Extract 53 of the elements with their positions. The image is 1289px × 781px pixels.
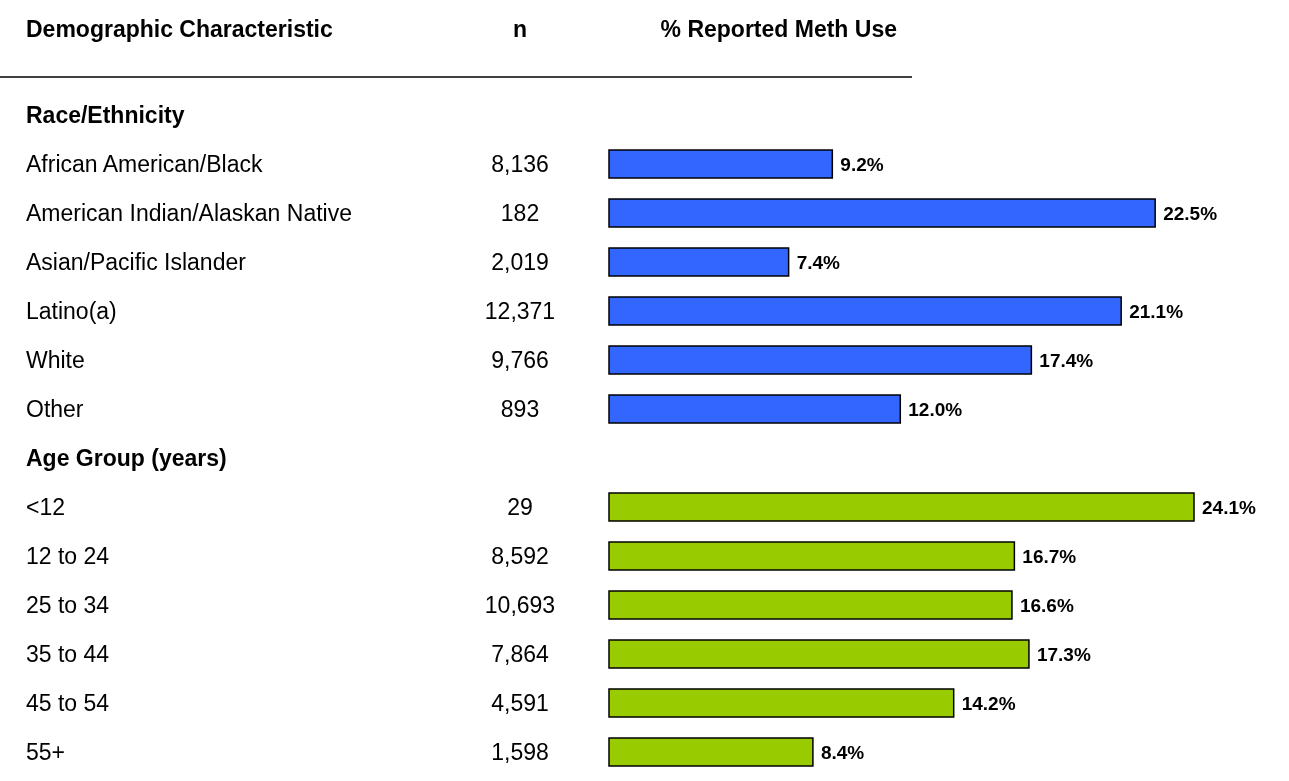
text: 4,591	[491, 690, 549, 716]
bar	[608, 345, 1033, 375]
data-label: 14.2%	[961, 693, 1016, 714]
y-tick-label: White	[26, 347, 85, 373]
bar	[608, 149, 834, 179]
bar	[608, 737, 814, 767]
y-tick-label: Asian/Pacific Islander	[26, 249, 247, 275]
text: 10,693	[484, 592, 556, 618]
y-tick-label: 45 to 54	[26, 690, 110, 716]
y-tick-label: Race/Ethnicity	[26, 102, 185, 128]
y-tick-label: Latino(a)	[26, 298, 117, 324]
data-label: 22.5%	[1163, 203, 1218, 224]
bar	[608, 198, 1156, 228]
data-label: 21.1%	[1129, 301, 1184, 322]
bar	[608, 590, 1013, 620]
data-label: 9.2%	[840, 154, 884, 175]
text: 8,136	[491, 151, 549, 177]
data-label: 16.7%	[1022, 546, 1077, 567]
text: 8,592	[491, 543, 549, 569]
y-tick-label: 55+	[26, 739, 66, 765]
y-tick-label: African American/Black	[26, 151, 263, 177]
text: 9,766	[491, 347, 549, 373]
data-label: 17.3%	[1036, 644, 1091, 665]
bar	[608, 639, 1030, 669]
y-axis-title: Demographic Characteristic	[26, 16, 333, 42]
data-label: 16.6%	[1019, 595, 1074, 616]
text: 12,371	[484, 298, 556, 324]
text: 2,019	[491, 249, 549, 275]
y-tick-label: American Indian/Alaskan Native	[26, 200, 352, 226]
y-tick-label: <12	[26, 494, 66, 520]
text: n	[512, 16, 528, 42]
y-tick-label: 25 to 34	[26, 592, 110, 618]
bar	[608, 541, 1016, 571]
bar	[608, 296, 1122, 326]
x-axis-title: % Reported Meth Use	[660, 16, 897, 42]
data-label: 17.4%	[1039, 350, 1094, 371]
y-tick-label: Age Group (years)	[26, 445, 227, 471]
text: 29	[507, 494, 533, 520]
text: 7,864	[491, 641, 549, 667]
bar	[608, 394, 902, 424]
y-tick-label: Other	[26, 396, 84, 422]
bar	[608, 492, 1195, 522]
bar	[608, 247, 790, 277]
bar	[608, 688, 955, 718]
data-label: 8.4%	[820, 742, 865, 763]
data-label: 7.4%	[796, 252, 841, 273]
text: 893	[500, 396, 540, 422]
data-label: 24.1%	[1202, 497, 1256, 518]
y-tick-label: 12 to 24	[26, 543, 110, 569]
data-label: 12.0%	[908, 399, 963, 420]
text: 1,598	[491, 739, 549, 765]
y-tick-label: 35 to 44	[26, 641, 110, 667]
text: 182	[500, 200, 540, 226]
